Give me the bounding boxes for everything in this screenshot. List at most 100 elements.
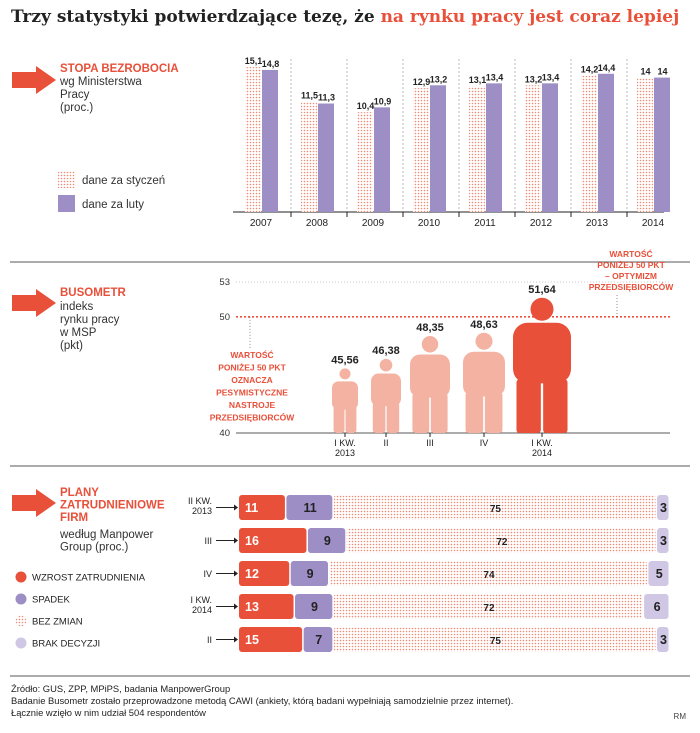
legend-label: WZROST ZATRUDNIENIA [32, 573, 146, 584]
separator-dot [346, 71, 348, 73]
section2-subtitle: (pkt) [60, 340, 83, 352]
bar-january [245, 67, 261, 212]
separator-dot [570, 183, 572, 185]
bar-february [654, 77, 670, 212]
separator-dot [346, 159, 348, 161]
section1-subtitle: wg Ministerstwa [59, 76, 142, 88]
separator-dot [402, 83, 404, 85]
separator-dot [626, 59, 628, 61]
segment-label: 16 [245, 534, 259, 548]
person-torso [513, 322, 571, 384]
separator-dot [514, 67, 516, 69]
person-bar [513, 297, 571, 433]
tick-label: 2014 [642, 218, 665, 229]
separator-dot [514, 159, 516, 161]
separator-dot [514, 107, 516, 109]
row-label: III [204, 536, 212, 546]
separator-dot [458, 123, 460, 125]
separator-dot [570, 175, 572, 177]
bar-february [598, 73, 614, 212]
source-line: Badanie Busometr zostało przeprowadzone … [11, 695, 514, 706]
segment-no-change [333, 594, 643, 619]
separator-dot [626, 131, 628, 133]
separator-dot [458, 111, 460, 113]
separator-dot [514, 171, 516, 173]
separator-dot [290, 183, 292, 185]
separator-dot [346, 195, 348, 197]
bar-february [318, 103, 334, 212]
data-label: 14,8 [262, 59, 280, 69]
separator-dot [570, 63, 572, 65]
segment-label: 9 [324, 534, 331, 548]
separator-dot [458, 83, 460, 85]
separator-dot [626, 123, 628, 125]
separator-dot [514, 75, 516, 77]
person-leg [372, 402, 386, 433]
person-leg [386, 402, 400, 433]
segment-increase [239, 627, 303, 652]
legend-label-january: dane za styczeń [82, 175, 165, 187]
separator-dot [346, 167, 348, 169]
bar-february [542, 83, 558, 212]
separator-dot [626, 183, 628, 185]
separator-dot [570, 59, 572, 61]
separator-dot [346, 115, 348, 117]
separator-dot [346, 155, 348, 157]
separator-dot [402, 119, 404, 121]
separator-dot [626, 167, 628, 169]
source-line: Łącznie wzięło w nim udział 504 responde… [11, 707, 206, 718]
separator-dot [514, 151, 516, 153]
year-separator [290, 59, 292, 209]
legend-swatch-february [58, 195, 75, 212]
arrow-icon [12, 289, 56, 317]
separator-dot [570, 187, 572, 189]
y-tick-label: 40 [219, 428, 230, 439]
data-label: 46,38 [372, 345, 400, 357]
year-separator [402, 59, 404, 209]
separator-dot [514, 123, 516, 125]
separator-dot [626, 147, 628, 149]
year-separator [570, 59, 572, 209]
segment-label: 15 [245, 633, 259, 647]
separator-dot [458, 175, 460, 177]
separator-dot [402, 87, 404, 89]
separator-dot [290, 75, 292, 77]
legend-swatch-january [58, 171, 75, 188]
person-torso [332, 381, 358, 410]
separator-dot [570, 143, 572, 145]
separator-dot [626, 179, 628, 181]
segment-decrease [303, 627, 333, 652]
separator-dot [346, 79, 348, 81]
row-pointer-head [234, 537, 238, 544]
separator-dot [458, 187, 460, 189]
separator-dot [346, 91, 348, 93]
separator-dot [402, 111, 404, 113]
separator-dot [290, 127, 292, 129]
separator-dot [402, 79, 404, 81]
separator-dot [458, 171, 460, 173]
separator-dot [402, 143, 404, 145]
separator-dot [626, 107, 628, 109]
legend-label: BRAK DECYZJI [32, 639, 100, 650]
separator-dot [570, 119, 572, 121]
separator-dot [346, 171, 348, 173]
separator-dot [458, 79, 460, 81]
segment-decrease [307, 528, 346, 553]
separator-dot [458, 99, 460, 101]
segment-undecided [648, 561, 669, 586]
separator-dot [514, 59, 516, 61]
segment-increase [239, 594, 294, 619]
separator-dot [626, 87, 628, 89]
year-separator [626, 59, 628, 209]
separator-dot [626, 203, 628, 205]
separator-dot [290, 119, 292, 121]
separator-dot [290, 103, 292, 105]
section3-subtitle: według Manpower [59, 529, 154, 541]
person-bar [410, 336, 450, 433]
separator-dot [570, 151, 572, 153]
note-left: PESYMISTYCZNE [216, 388, 288, 398]
data-label: 12,9 [413, 77, 431, 87]
separator-dot [514, 127, 516, 129]
separator-dot [570, 107, 572, 109]
section2-subtitle: indeks [60, 301, 93, 313]
